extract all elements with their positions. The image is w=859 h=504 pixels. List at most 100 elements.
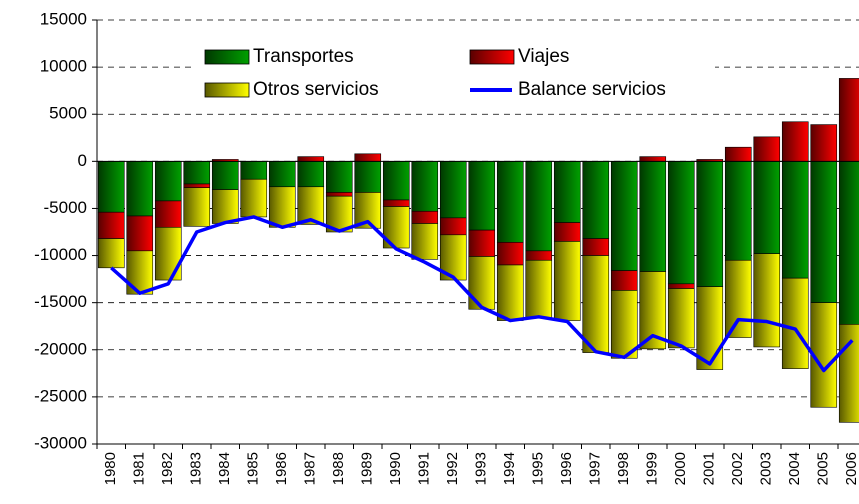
x-tick-label: 2002 [729,452,746,485]
bar [582,161,610,239]
bar [667,283,695,289]
bar [696,161,724,287]
x-tick-label: 1985 [245,452,262,485]
x-tick-label: 1983 [188,452,205,485]
bar [126,250,154,295]
y-tick-label: -25000 [34,386,87,405]
bar [468,161,496,231]
x-tick-label: 2005 [815,452,832,485]
bar [753,253,781,348]
x-tick-label: 1987 [302,452,319,485]
legend-swatch [469,49,515,65]
bar [553,241,581,321]
x-tick-label: 2001 [701,452,718,485]
bar [496,242,524,266]
bar [468,229,496,257]
bar [183,161,211,185]
bar [553,161,581,223]
bar [97,211,125,239]
x-tick-label: 1996 [558,452,575,485]
bar [154,200,182,228]
x-tick-label: 1990 [387,452,404,485]
x-tick-label: 1984 [216,452,233,485]
bar [183,187,211,227]
legend-label: Transportes [253,46,354,67]
legend-label: Balance servicios [518,79,666,100]
bar [838,161,859,325]
x-tick-label: 1982 [159,452,176,485]
bar [211,161,239,190]
bar [838,324,859,423]
y-tick-label: 5000 [49,104,87,123]
x-tick-label: 1998 [615,452,632,485]
line [110,215,854,373]
y-tick-label: -5000 [44,198,87,217]
bar [724,161,752,261]
bar [382,199,410,207]
y-tick-label: -10000 [34,245,87,264]
bar [525,161,553,252]
bar [183,183,211,189]
bar [411,223,439,260]
y-tick-label: -20000 [34,339,87,358]
bar [126,215,154,252]
bar [439,161,467,219]
x-tick-label: 2000 [672,452,689,485]
bar [696,286,724,370]
bar [268,161,296,188]
x-tick-label: 2006 [843,452,859,485]
bar [610,161,638,271]
legend-label: Otros servicios [253,79,379,100]
bar [610,290,638,359]
bar [411,210,439,224]
legend-box [195,42,715,104]
legend-swatch [204,49,250,65]
bar [610,270,638,291]
bar [411,161,439,212]
x-tick-label: 2004 [786,452,803,485]
bar [496,264,524,321]
x-tick-label: 1989 [359,452,376,485]
bar [468,256,496,310]
bar [297,156,325,162]
bar [240,161,268,180]
x-tick-label: 1986 [273,452,290,485]
bar [496,161,524,243]
bar [582,238,610,256]
bar [781,161,809,279]
bar [667,161,695,285]
bar [525,259,553,319]
bar [126,161,154,217]
bar [753,161,781,254]
bar [639,156,667,162]
x-tick-label: 1999 [644,452,661,485]
y-tick-label: 15000 [40,9,87,28]
bar [240,178,268,218]
bar [781,121,809,162]
bar [325,161,353,193]
bar [154,226,182,281]
bar [724,146,752,162]
bar [97,238,125,269]
bar [667,288,695,349]
bar [838,78,859,162]
x-tick-label: 1981 [131,452,148,485]
y-tick-label: 0 [78,151,87,170]
bar [582,255,610,353]
bar [354,153,382,162]
x-tick-label: 2003 [758,452,775,485]
bar [553,222,581,242]
y-tick-label: -15000 [34,292,87,311]
bar [781,277,809,369]
x-tick-label: 1994 [501,452,518,485]
bar [354,161,382,193]
x-tick-label: 1992 [444,452,461,485]
bar [382,161,410,201]
bar [325,192,353,197]
x-tick-label: 1991 [416,452,433,485]
bar [724,259,752,338]
bar [268,186,296,228]
x-tick-label: 1988 [330,452,347,485]
legend-label: Viajes [518,46,569,67]
